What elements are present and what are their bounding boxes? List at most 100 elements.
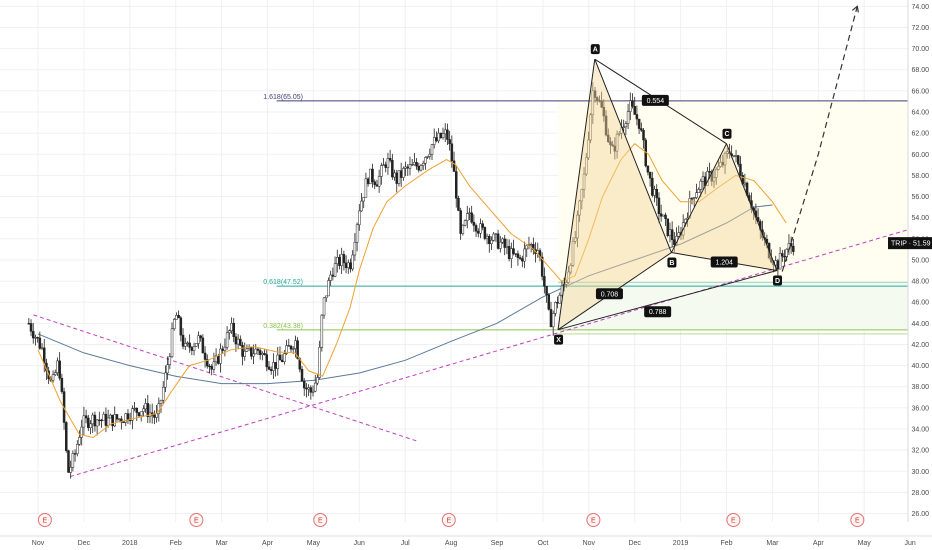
price-bar-body [234,336,238,345]
price-bar-body [646,165,650,173]
price-bar-body [666,218,669,236]
earnings-marker[interactable]: E [726,513,741,527]
price-bar-body [448,139,451,145]
price-bar-body [778,253,782,270]
harmonic-leg [557,59,596,330]
price-bar-body [435,137,438,142]
x-tick-label: 2019 [673,540,689,547]
price-bar-body [543,276,546,287]
price-bar-body [424,157,427,164]
earnings-marker[interactable]: E [441,513,456,527]
x-tick-label: Nov [32,540,45,547]
price-bar-body [177,315,180,319]
earnings-marker-text: E [591,518,596,525]
price-bar-body [472,221,476,226]
price-bar-body [393,172,396,178]
earnings-marker[interactable]: E [586,513,601,527]
price-bar-body [783,256,786,258]
y-tick-label: 72.00 [911,25,929,32]
price-bar-body [635,114,639,120]
earnings-marker[interactable]: E [37,513,52,527]
price-bar-body [651,177,654,196]
price-bar-body [67,450,70,473]
price-bar-body [386,158,390,168]
price-bar-body [219,348,222,364]
price-bar-body [732,155,736,157]
price-bar-body [567,271,570,283]
price-bar-body [408,164,412,169]
price-bar-body [587,139,590,159]
price-bar-body [230,322,233,331]
price-bar-body [362,197,365,202]
price-bar-body [126,413,130,421]
price-bar-body [776,260,780,270]
price-bar-body [258,350,262,355]
point-label-text: D [775,278,780,285]
x-tick-label: May [858,540,872,547]
price-bar-body [291,348,295,350]
price-bar-body [664,214,667,220]
y-tick-label: 44.00 [911,321,929,328]
price-bar-body [765,238,769,244]
price-bar-body [589,114,592,141]
price-bar-body [483,227,487,239]
ratio-label-text: 1.204 [715,260,733,267]
price-bar-body [120,418,123,423]
price-bar-body [743,182,747,185]
price-bar-body [336,257,339,264]
ratio-label: 1.204 [710,256,738,268]
price-bar-body [582,173,586,190]
x-tick-label: Mar [216,540,229,547]
x-tick-label: Apr [813,540,825,547]
price-bar-body [122,421,125,424]
y-tick-label: 56.00 [911,194,929,201]
earnings-marker[interactable]: E [189,513,204,527]
fib-label: 0.618(47.52) [263,279,303,286]
ratio-label-text: 0.708 [601,291,619,298]
sma-line [37,204,773,385]
price-bar-body [692,197,696,199]
harmonic-leg [670,143,727,253]
price-bar-body [188,342,191,348]
price-bar-body [113,414,116,427]
price-bar-body [450,143,454,162]
y-tick-label: 34.00 [911,427,929,434]
price-bar-body [668,229,672,236]
price-bar-body [300,368,304,382]
price-bar-body [212,361,216,370]
point-label-text: C [724,131,729,138]
price-bar-body [289,345,293,350]
price-bar-body [201,337,205,354]
price-bar-body [452,160,456,172]
price-bar-body [611,144,614,147]
price-bar-body [516,253,520,258]
price-bar-body [792,246,795,252]
y-tick-label: 46.00 [911,300,929,307]
price-bar-body [695,192,698,198]
harmonic-triangle-bcd [671,143,777,271]
price-bar-body [631,100,634,107]
earnings-marker-circle [441,513,456,527]
harmonic-triangle-xab [558,59,672,330]
price-bar-body [225,332,229,348]
earnings-marker[interactable]: E [850,513,865,527]
price-bar-body [87,417,90,428]
price-bar-body [131,408,134,421]
price-bar-body [278,354,282,361]
price-bar-body [523,248,526,262]
price-bar-body [285,345,288,354]
price-bar-body [380,165,383,177]
x-tick-label: Feb [170,540,182,547]
price-bar-body [466,213,469,221]
price-series [27,82,795,479]
harmonic-pattern[interactable]: X A B C D 0.554 0.708 1.204 0.788 [554,5,859,345]
price-bar-body [739,163,742,176]
price-bar-body [734,155,738,157]
price-bar-body [318,347,321,378]
price-bar-body [38,337,42,349]
x-tick-label: May [307,540,321,547]
price-bar-body [404,166,407,169]
earnings-marker[interactable]: E [313,513,328,527]
